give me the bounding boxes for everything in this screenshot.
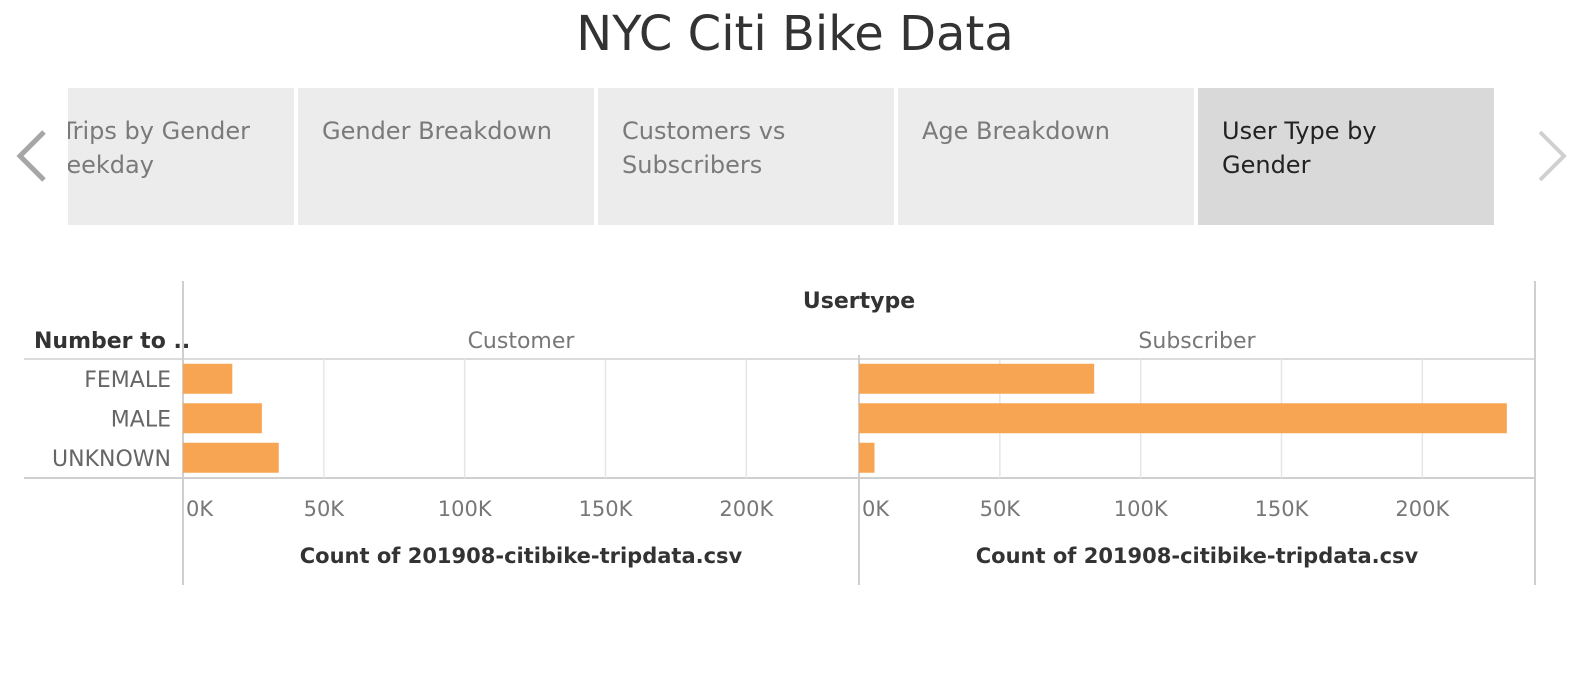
x-tick-label: 0K	[186, 497, 214, 521]
bar	[859, 363, 1095, 394]
chevron-left-icon[interactable]	[14, 128, 54, 184]
bar	[183, 363, 233, 394]
dashboard-title: NYC Citi Bike Data	[576, 6, 1014, 62]
x-tick-label: 100K	[1114, 497, 1169, 521]
bar	[859, 442, 875, 473]
x-tick-label: 200K	[719, 497, 774, 521]
x-tick-label: 50K	[980, 497, 1022, 521]
chevron-right-icon[interactable]	[1532, 128, 1572, 184]
tab-age-breakdown[interactable]: Age Breakdown	[898, 88, 1194, 225]
row-header: Number to ..	[34, 329, 190, 354]
tab-user-type-by-gender[interactable]: User Type by Gender	[1198, 88, 1494, 225]
column-header: Usertype	[803, 289, 915, 314]
x-tick-label: 0K	[862, 497, 890, 521]
category-label: FEMALE	[84, 368, 171, 393]
tab-customers-vs-subscribers[interactable]: Customers vs Subscribers	[598, 88, 894, 225]
tab-gender-breakdown[interactable]: Gender Breakdown	[298, 88, 594, 225]
x-tick-label: 50K	[304, 497, 346, 521]
tab-trips-by-gender-weekday[interactable]: r Trips by Gender Weekday	[68, 88, 294, 225]
panel-header: Customer	[468, 329, 576, 354]
bar	[183, 442, 279, 473]
x-tick-label: 150K	[1255, 497, 1310, 521]
panel-header: Subscriber	[1138, 329, 1256, 354]
category-label: MALE	[111, 407, 171, 432]
x-tick-label: 200K	[1395, 497, 1450, 521]
story-tab-strip: r Trips by Gender Weekday Gender Breakdo…	[68, 88, 1520, 225]
x-tick-label: 100K	[438, 497, 493, 521]
category-label: UNKNOWN	[52, 447, 171, 472]
bar	[859, 403, 1507, 434]
bar	[183, 403, 262, 434]
x-tick-label: 150K	[579, 497, 634, 521]
x-axis-label: Count of 201908-citibike-tripdata.csv	[976, 544, 1419, 568]
x-axis-label: Count of 201908-citibike-tripdata.csv	[300, 544, 743, 568]
